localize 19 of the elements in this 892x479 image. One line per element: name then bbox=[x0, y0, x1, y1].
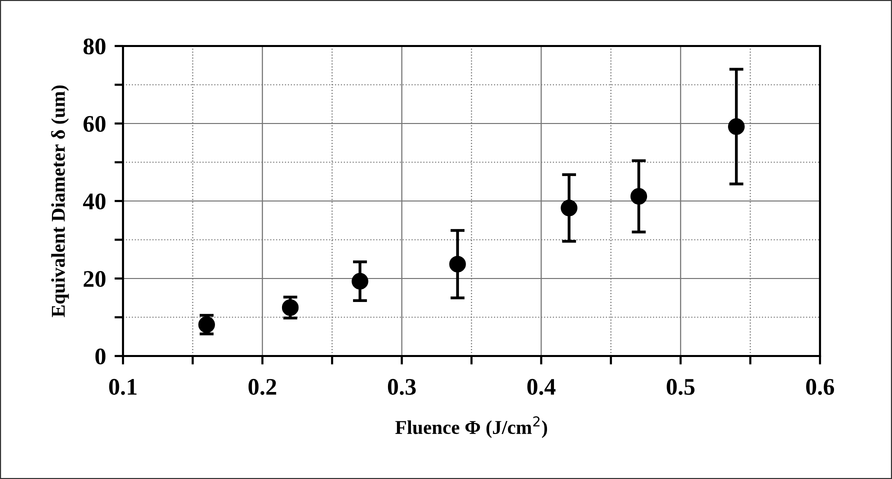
y-tick-label: 20 bbox=[84, 270, 106, 287]
point bbox=[282, 299, 299, 316]
x-tick-label: 0.2 bbox=[248, 378, 276, 395]
x-tick-label: 0.4 bbox=[527, 378, 556, 395]
y-tick-label: 60 bbox=[84, 116, 106, 132]
x-axis-title: Fluence Φ (J/cm$^{2}$) bbox=[395, 416, 548, 438]
y-tick-label: 0 bbox=[95, 348, 106, 364]
point bbox=[560, 200, 578, 216]
x-tick-label: 0.3 bbox=[388, 378, 416, 395]
y-tick-label: 80 bbox=[84, 38, 106, 54]
point bbox=[728, 118, 745, 135]
y-tick-label: 40 bbox=[83, 193, 106, 210]
x-tick-label: 0.1 bbox=[109, 378, 137, 395]
y-axis-title: Equivalent Diameter δ (um) bbox=[51, 85, 69, 318]
point bbox=[352, 272, 368, 290]
point bbox=[630, 188, 648, 205]
x-tick-label: 0.5 bbox=[666, 378, 694, 395]
x-tick-label: 0.6 bbox=[806, 378, 834, 395]
point bbox=[449, 256, 466, 272]
